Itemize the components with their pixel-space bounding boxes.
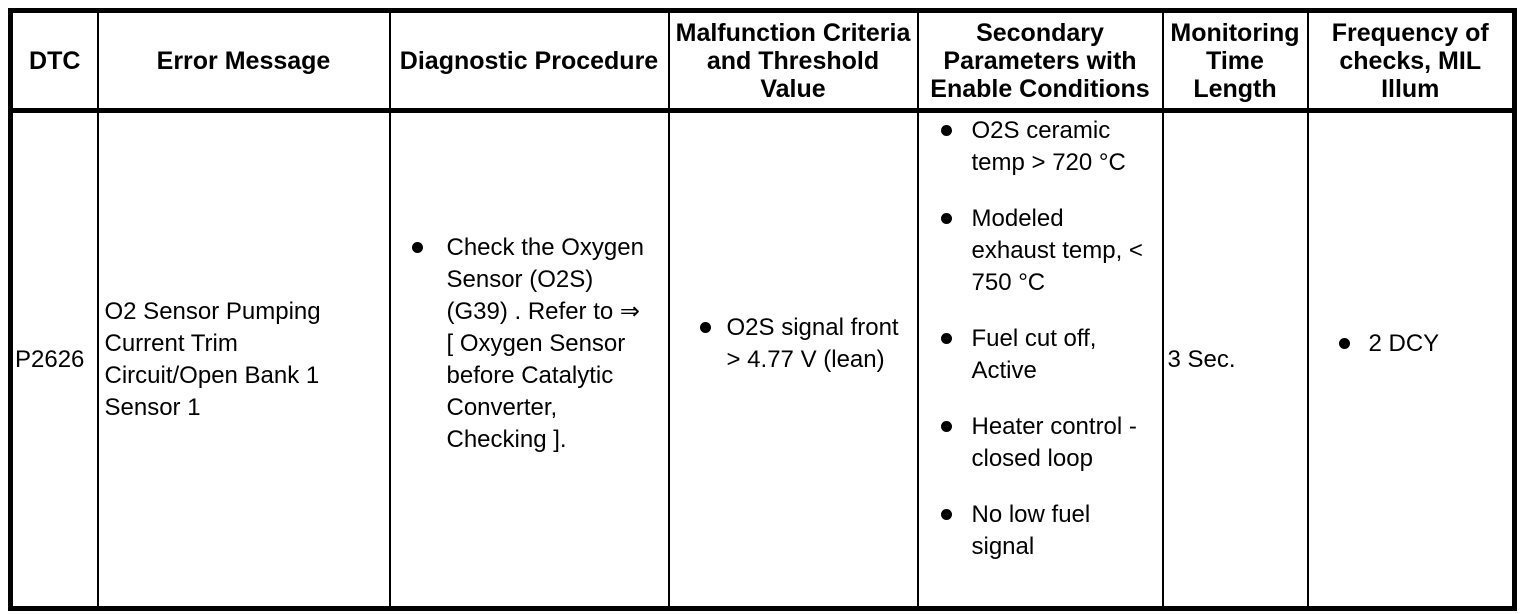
dtc-table: DTC Error Message Diagnostic Procedure M…	[8, 8, 1517, 611]
bullet-text: No low fuel signal	[971, 501, 1091, 560]
frequency-of-checks-list: 2 DCY	[1338, 328, 1513, 360]
diagnostic-procedure-list: Check the Oxygen Sensor (O2S) (G39) . Re…	[411, 232, 668, 456]
bullet-icon	[940, 125, 952, 136]
header-monitoring-time-length: Monitoring Time Length	[1161, 9, 1309, 113]
cell-dtc-code: P2626	[9, 109, 99, 610]
bullet-text: Fuel cut off, Active	[971, 325, 1097, 384]
cell-secondary-parameters: O2S ceramic temp > 720 °C Modeled exhaust…	[916, 109, 1164, 610]
bullet-icon	[940, 509, 952, 520]
secondary-parameters-list: O2S ceramic temp > 720 °C Modeled exhaust…	[940, 115, 1162, 563]
bullet-item: 2 DCY	[1338, 328, 1513, 360]
header-diagnostic-procedure: Diagnostic Procedure	[388, 9, 670, 113]
cell-monitoring-time-length: 3 Sec.	[1161, 109, 1309, 610]
bullet-item: Modeled exhaust temp, < 750 °C	[940, 203, 1149, 299]
bullet-item: O2S ceramic temp > 720 °C	[940, 115, 1149, 179]
cell-frequency-of-checks: 2 DCY	[1306, 109, 1516, 610]
table-row: P2626 O2 Sensor Pumping Current Trim Cir…	[9, 109, 1516, 610]
bullet-text: O2S ceramic temp > 720 °C	[971, 117, 1126, 176]
header-dtc: DTC	[9, 9, 99, 113]
header-frequency-of-checks: Frequency of checks, MIL Illum	[1306, 9, 1516, 113]
header-row: DTC Error Message Diagnostic Procedure M…	[9, 9, 1516, 113]
bullet-icon	[411, 241, 423, 253]
bullet-icon	[1338, 337, 1350, 349]
bullet-item: Check the Oxygen Sensor (O2S) (G39) . Re…	[411, 232, 651, 456]
bullet-icon	[940, 213, 952, 224]
bullet-icon	[699, 321, 711, 333]
bullet-icon	[940, 333, 952, 344]
bullet-text: Heater control - closed loop	[971, 413, 1137, 472]
header-secondary-parameters: Secondary Parameters with Enable Conditi…	[916, 9, 1164, 113]
bullet-item: No low fuel signal	[940, 499, 1149, 563]
bullet-text: O2S signal front > 4.77 V (lean)	[726, 313, 899, 373]
malfunction-criteria-list: O2S signal front > 4.77 V (lean)	[699, 312, 917, 376]
bullet-item: Fuel cut off, Active	[940, 323, 1149, 387]
header-malfunction-criteria: Malfunction Criteria and Threshold Value	[667, 9, 919, 113]
bullet-icon	[940, 421, 952, 432]
bullet-text: 2 DCY	[1368, 329, 1440, 357]
header-error-message: Error Message	[96, 9, 391, 113]
bullet-item: Heater control - closed loop	[940, 411, 1149, 475]
cell-diagnostic-procedure: Check the Oxygen Sensor (O2S) (G39) . Re…	[388, 109, 670, 610]
cell-malfunction-criteria: O2S signal front > 4.77 V (lean)	[667, 109, 919, 610]
cell-error-message: O2 Sensor Pumping Current Trim Circuit/O…	[96, 109, 391, 610]
bullet-item: O2S signal front > 4.77 V (lean)	[699, 312, 910, 376]
bullet-text: Check the Oxygen Sensor (O2S) (G39) . Re…	[446, 233, 644, 453]
bullet-text: Modeled exhaust temp, < 750 °C	[971, 205, 1143, 296]
